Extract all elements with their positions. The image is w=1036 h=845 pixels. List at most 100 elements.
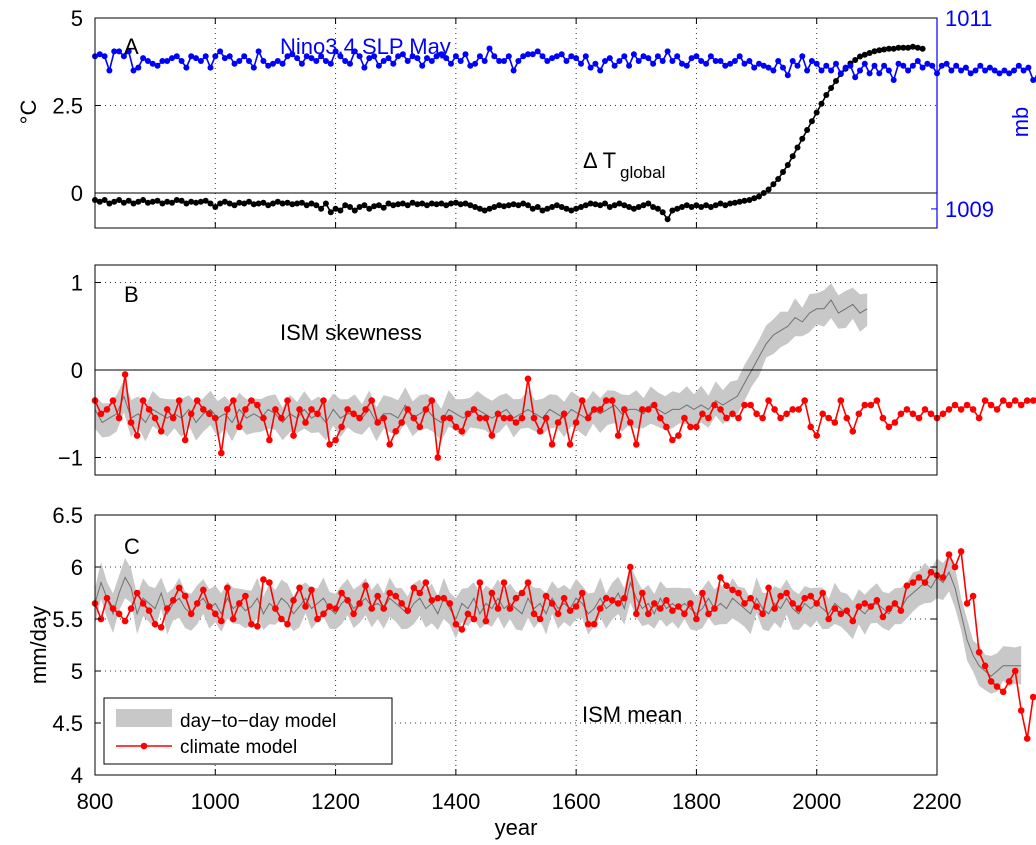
- delta-t-global-point: [381, 205, 387, 211]
- climate-model-point: [398, 419, 405, 426]
- climate-model-point: [862, 402, 869, 409]
- y-right-axis-label: mb: [1008, 107, 1033, 138]
- delta-t-global-point: [775, 176, 781, 182]
- nino34-slp-point: [693, 53, 699, 59]
- climate-model-point: [970, 593, 977, 600]
- y-tick-label: 6: [71, 555, 83, 580]
- series-label: ISM skewness: [280, 320, 422, 345]
- climate-model-point: [164, 406, 171, 413]
- climate-model-point: [290, 597, 297, 604]
- climate-model-point: [176, 585, 183, 592]
- nino34-slp-point: [179, 58, 185, 64]
- climate-model-point: [627, 419, 634, 426]
- climate-model-point: [964, 600, 971, 607]
- y-tick-label: −1: [58, 446, 83, 471]
- climate-model-point: [404, 406, 411, 413]
- climate-model-point: [705, 415, 712, 422]
- nino34-slp-point: [256, 48, 262, 54]
- legend-band-swatch: [116, 709, 172, 727]
- climate-model-point: [874, 597, 881, 604]
- climate-model-point: [152, 415, 159, 422]
- climate-model-point: [104, 595, 111, 602]
- climate-model-point: [681, 611, 688, 618]
- climate-model-point: [1000, 689, 1007, 696]
- climate-model-point: [242, 406, 249, 413]
- delta-t-subscript: global: [620, 163, 665, 182]
- climate-model-point: [537, 616, 544, 623]
- climate-model-point: [380, 415, 387, 422]
- delta-t-global-point: [645, 201, 651, 207]
- climate-model-point: [170, 415, 177, 422]
- delta-t-global-point: [799, 136, 805, 142]
- climate-model-point: [212, 415, 219, 422]
- y-tick-label: 1: [71, 271, 83, 296]
- climate-model-point: [681, 415, 688, 422]
- climate-model-point: [789, 600, 796, 607]
- climate-model-point: [423, 579, 430, 586]
- climate-model-point: [513, 595, 520, 602]
- climate-model-point: [224, 406, 231, 413]
- nino34-slp-point: [174, 53, 180, 59]
- climate-model-point: [741, 402, 748, 409]
- nino34-slp-point: [953, 63, 959, 69]
- climate-model-point: [741, 600, 748, 607]
- climate-model-point: [976, 415, 983, 422]
- climate-model-point: [368, 605, 375, 612]
- nino34-slp-point: [770, 68, 776, 74]
- climate-model-point: [392, 593, 399, 600]
- climate-model-point: [176, 397, 183, 404]
- climate-model-point: [278, 415, 285, 422]
- nino34-slp-point: [227, 53, 233, 59]
- climate-model-point: [813, 600, 820, 607]
- climate-model-point: [308, 406, 315, 413]
- delta-t-global-point: [920, 46, 926, 52]
- delta-t-global-point: [352, 208, 358, 214]
- climate-model-point: [856, 411, 863, 418]
- nino34-slp-point: [578, 61, 584, 67]
- climate-model-point: [862, 600, 869, 607]
- nino34-slp-point: [944, 61, 950, 67]
- delta-t-global-point: [809, 118, 815, 124]
- climate-model-point: [801, 397, 808, 404]
- climate-model-point: [332, 605, 339, 612]
- nino34-slp-point: [419, 63, 425, 69]
- climate-model-point: [230, 397, 237, 404]
- nino34-slp-point: [458, 58, 464, 64]
- delta-t-global-point: [660, 209, 666, 215]
- climate-model-point: [435, 595, 442, 602]
- climate-model-point: [765, 585, 772, 592]
- x-tick-label: 1400: [431, 789, 480, 814]
- climate-model-point: [236, 424, 243, 431]
- climate-model-point: [368, 397, 375, 404]
- climate-model-point: [597, 605, 604, 612]
- delta-t-global-point: [655, 206, 661, 212]
- y-tick-label: 4: [71, 763, 83, 788]
- climate-model-point: [585, 621, 592, 628]
- climate-model-point: [417, 590, 424, 597]
- climate-model-point: [152, 621, 159, 628]
- climate-model-point: [266, 579, 273, 586]
- climate-model-point: [976, 649, 983, 656]
- climate-model-point: [832, 605, 839, 612]
- climate-model-point: [278, 616, 285, 623]
- delta-t-global-point: [525, 202, 531, 208]
- y-tick-label: 5: [71, 6, 83, 31]
- nino34-slp-point: [905, 68, 911, 74]
- climate-model-point: [483, 415, 490, 422]
- climate-model-point: [507, 415, 514, 422]
- climate-model-point: [489, 590, 496, 597]
- climate-model-point: [296, 585, 303, 592]
- climate-model-point: [904, 582, 911, 589]
- climate-model-point: [783, 590, 790, 597]
- y-right-tick-label: 1009: [945, 197, 994, 222]
- climate-model-point: [284, 397, 291, 404]
- climate-model-point: [1006, 678, 1013, 685]
- climate-model-point: [729, 411, 736, 418]
- climate-model-point: [1030, 694, 1036, 701]
- climate-model-point: [549, 600, 556, 607]
- nino34-slp-point: [703, 61, 709, 67]
- climate-model-point: [188, 411, 195, 418]
- climate-model-point: [916, 574, 923, 581]
- climate-model-point: [543, 593, 550, 600]
- delta-t-global-point: [347, 204, 353, 210]
